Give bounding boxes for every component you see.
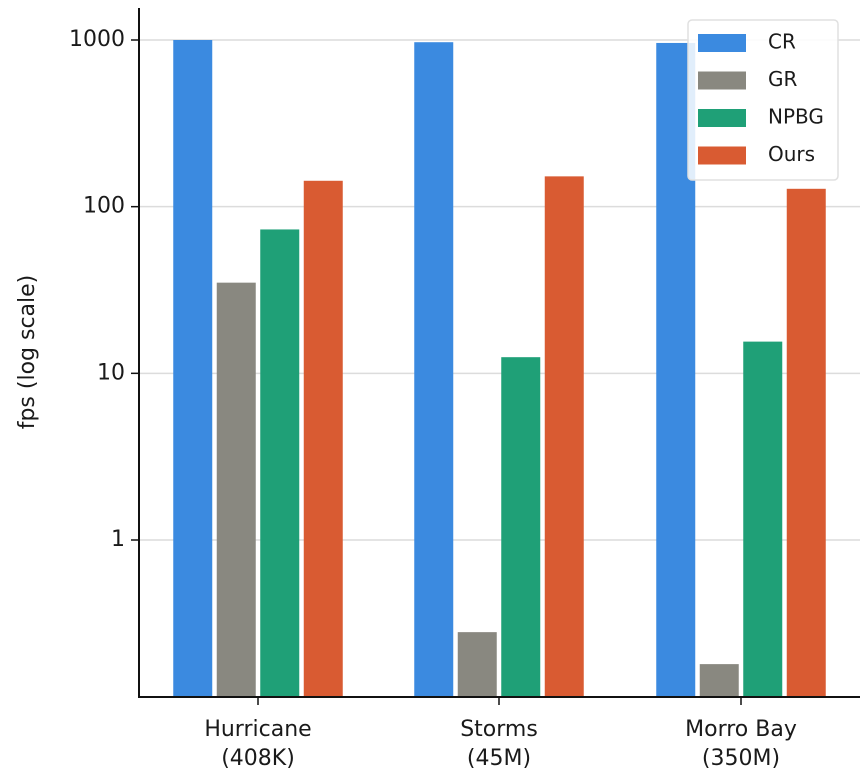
- x-tick-label: Hurricane: [204, 717, 311, 742]
- legend-label-gr: GR: [768, 67, 797, 91]
- bar-gr-0: [217, 283, 256, 697]
- legend-swatch-cr: [698, 34, 746, 52]
- x-ticks: Hurricane (408K) Storms (45M) Morro Bay (350M…: [204, 697, 797, 771]
- legend-label-npbg: NPBG: [768, 105, 824, 129]
- y-tick-label: 1000: [69, 27, 125, 52]
- x-tick-sublabel: (45M): [467, 746, 531, 771]
- y-tick-label: 1: [111, 527, 125, 552]
- x-tick-label: Morro Bay: [685, 717, 797, 742]
- bar-cr-1: [414, 42, 453, 697]
- bar-cr-0: [173, 40, 212, 697]
- bar-ours-0: [304, 181, 343, 697]
- legend-swatch-ours: [698, 147, 746, 165]
- bar-npbg-1: [501, 357, 540, 697]
- x-tick-label: Storms: [460, 717, 538, 742]
- x-tick-sublabel: (408K): [221, 746, 295, 771]
- bar-ours-2: [787, 189, 826, 697]
- y-tick-label: 10: [97, 360, 125, 385]
- y-axis-title: fps (log scale): [15, 275, 40, 430]
- legend-label-cr: CR: [768, 30, 796, 54]
- legend-label-ours: Ours: [768, 142, 815, 166]
- legend-swatch-gr: [698, 72, 746, 90]
- bar-gr-1: [458, 632, 497, 697]
- y-ticks: 1 10 100 1000: [69, 27, 139, 552]
- legend: CR GR NPBG Ours: [688, 20, 838, 180]
- bar-gr-2: [700, 664, 739, 697]
- y-tick-label: 100: [83, 194, 125, 219]
- legend-swatch-npbg: [698, 109, 746, 127]
- bar-npbg-2: [743, 342, 782, 697]
- bar-npbg-0: [260, 229, 299, 697]
- bar-ours-1: [545, 176, 584, 697]
- x-tick-sublabel: (350M): [702, 746, 780, 771]
